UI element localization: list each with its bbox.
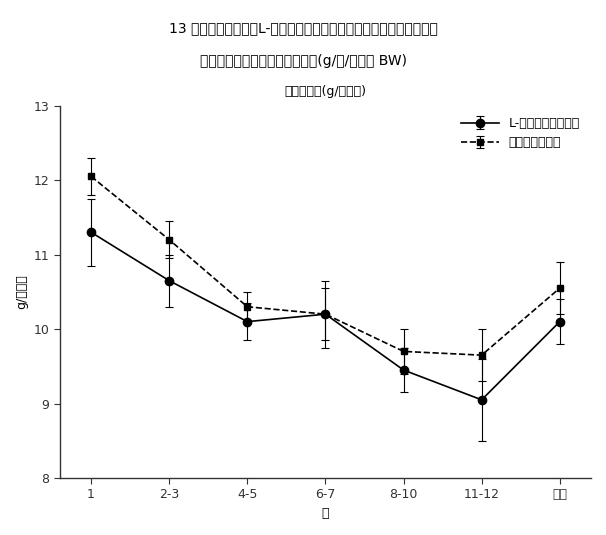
Legend: L-カルニチン投与群, コントロール群: L-カルニチン投与群, コントロール群	[456, 112, 585, 154]
Title: 食物摂取量(g/ポンド): 食物摂取量(g/ポンド)	[284, 85, 367, 97]
Y-axis label: g/ポンド: g/ポンド	[15, 274, 28, 309]
Text: 13 週間試験におけるL-カルニチン投与したイヌ及びコントロールの: 13 週間試験におけるL-カルニチン投与したイヌ及びコントロールの	[168, 21, 438, 35]
X-axis label: 週: 週	[322, 507, 329, 520]
Text: イヌに関する１日の食物摂取量(g/日/ポンド BW): イヌに関する１日の食物摂取量(g/日/ポンド BW)	[199, 54, 407, 67]
